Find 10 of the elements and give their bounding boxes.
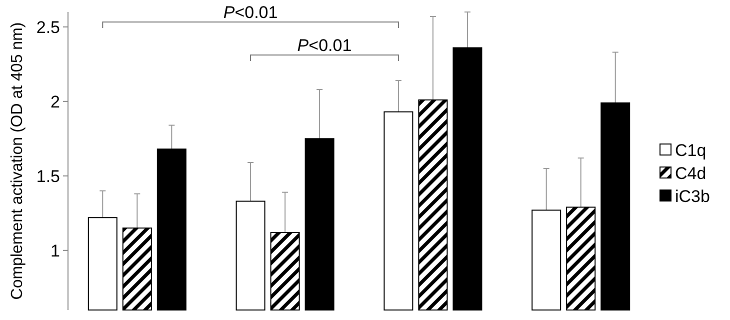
y-tick-label: 1 xyxy=(50,241,60,260)
annotation: P<0.01 xyxy=(223,3,278,22)
legend-label: C4d xyxy=(675,164,706,183)
annotation: P<0.01 xyxy=(297,36,352,55)
legend-label: C1q xyxy=(675,140,706,160)
y-tick-label: 1.5 xyxy=(36,166,60,186)
y-axis-title: Complement activation (OD at 405 nm) xyxy=(9,22,26,300)
y-tick-label: 2 xyxy=(50,92,60,112)
legend-label: iC3b xyxy=(675,186,710,206)
y-tick-label: 2.5 xyxy=(36,18,60,37)
